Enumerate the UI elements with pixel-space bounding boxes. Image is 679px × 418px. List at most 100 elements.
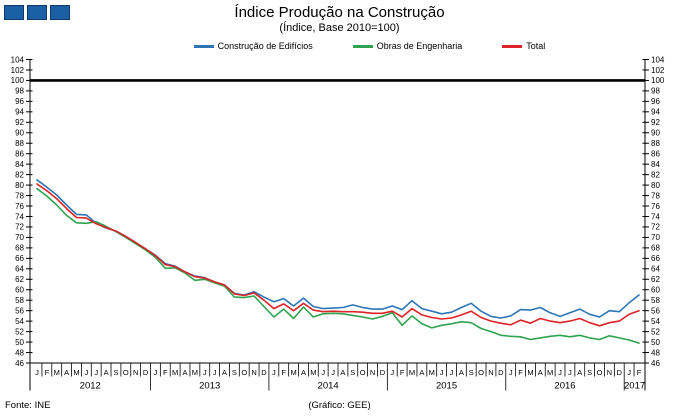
- svg-text:56: 56: [15, 306, 24, 315]
- svg-text:O: O: [360, 368, 366, 377]
- svg-text:96: 96: [651, 97, 660, 106]
- svg-text:78: 78: [651, 191, 660, 200]
- svg-text:90: 90: [15, 129, 24, 138]
- svg-text:F: F: [281, 368, 286, 377]
- chart-title: Índice Produção na Construção: [234, 4, 445, 21]
- svg-text:100: 100: [11, 76, 25, 85]
- svg-text:D: D: [498, 368, 504, 377]
- svg-text:M: M: [409, 368, 415, 377]
- svg-text:A: A: [538, 368, 543, 377]
- svg-text:S: S: [113, 368, 118, 377]
- svg-text:A: A: [64, 368, 69, 377]
- svg-text:64: 64: [651, 265, 660, 274]
- svg-text:50: 50: [651, 338, 660, 347]
- svg-text:96: 96: [15, 97, 24, 106]
- svg-text:92: 92: [651, 118, 660, 127]
- svg-text:A: A: [183, 368, 188, 377]
- svg-text:J: J: [509, 368, 513, 377]
- svg-text:52: 52: [15, 327, 24, 336]
- svg-text:98: 98: [651, 87, 660, 96]
- svg-text:J: J: [440, 368, 444, 377]
- svg-text:J: J: [154, 368, 158, 377]
- svg-text:D: D: [143, 368, 149, 377]
- svg-text:68: 68: [651, 244, 660, 253]
- legend-line-green-icon: [352, 45, 373, 48]
- svg-text:88: 88: [651, 139, 660, 148]
- svg-text:J: J: [568, 368, 572, 377]
- svg-text:M: M: [527, 368, 533, 377]
- svg-text:J: J: [94, 368, 98, 377]
- svg-text:O: O: [123, 368, 129, 377]
- svg-text:76: 76: [15, 202, 24, 211]
- svg-text:54: 54: [651, 317, 660, 326]
- svg-text:80: 80: [15, 181, 24, 190]
- svg-text:A: A: [459, 368, 464, 377]
- svg-text:60: 60: [15, 286, 24, 295]
- svg-text:62: 62: [15, 275, 24, 284]
- svg-text:2013: 2013: [199, 381, 220, 392]
- svg-text:90: 90: [651, 129, 660, 138]
- svg-text:M: M: [547, 368, 553, 377]
- svg-text:A: A: [340, 368, 345, 377]
- svg-text:F: F: [400, 368, 405, 377]
- svg-text:88: 88: [15, 139, 24, 148]
- svg-text:D: D: [617, 368, 623, 377]
- svg-text:94: 94: [651, 108, 660, 117]
- svg-text:D: D: [261, 368, 267, 377]
- svg-text:84: 84: [651, 160, 660, 169]
- svg-text:J: J: [35, 368, 39, 377]
- svg-text:86: 86: [651, 149, 660, 158]
- svg-text:86: 86: [15, 149, 24, 158]
- svg-text:2016: 2016: [554, 381, 575, 392]
- svg-text:O: O: [597, 368, 603, 377]
- svg-text:S: S: [350, 368, 355, 377]
- svg-text:92: 92: [15, 118, 24, 127]
- svg-text:58: 58: [651, 296, 660, 305]
- svg-text:2017: 2017: [624, 381, 645, 392]
- svg-text:94: 94: [15, 108, 24, 117]
- svg-text:60: 60: [651, 286, 660, 295]
- svg-text:84: 84: [15, 160, 24, 169]
- svg-text:N: N: [133, 368, 138, 377]
- logo-square: [50, 5, 70, 20]
- svg-text:52: 52: [651, 327, 660, 336]
- svg-text:J: J: [84, 368, 88, 377]
- svg-text:72: 72: [651, 223, 660, 232]
- svg-text:S: S: [469, 368, 474, 377]
- svg-text:N: N: [488, 368, 493, 377]
- svg-text:2014: 2014: [318, 381, 339, 392]
- svg-text:46: 46: [651, 359, 660, 368]
- svg-text:82: 82: [15, 170, 24, 179]
- svg-text:N: N: [607, 368, 612, 377]
- svg-text:M: M: [290, 368, 296, 377]
- svg-text:J: J: [321, 368, 325, 377]
- credit-label: (Gráfico: GEE): [308, 400, 371, 411]
- svg-text:82: 82: [651, 170, 660, 179]
- svg-text:54: 54: [15, 317, 24, 326]
- svg-text:A: A: [301, 368, 306, 377]
- svg-text:M: M: [429, 368, 435, 377]
- chart-subtitle: (Índice, Base 2010=100): [279, 22, 400, 34]
- svg-text:62: 62: [651, 275, 660, 284]
- svg-text:O: O: [241, 368, 247, 377]
- svg-text:98: 98: [15, 87, 24, 96]
- logo-icon: [4, 5, 70, 20]
- svg-text:66: 66: [15, 254, 24, 263]
- svg-text:N: N: [251, 368, 256, 377]
- svg-text:58: 58: [15, 296, 24, 305]
- svg-text:102: 102: [651, 66, 665, 75]
- svg-text:74: 74: [651, 212, 660, 221]
- source-label: Fonte: INE: [5, 400, 51, 411]
- svg-text:J: J: [272, 368, 276, 377]
- svg-text:A: A: [577, 368, 582, 377]
- svg-text:48: 48: [15, 348, 24, 357]
- svg-text:A: A: [419, 368, 424, 377]
- logo-square: [27, 5, 47, 20]
- svg-text:S: S: [232, 368, 237, 377]
- svg-text:76: 76: [651, 202, 660, 211]
- svg-text:72: 72: [15, 223, 24, 232]
- svg-text:J: J: [331, 368, 335, 377]
- svg-text:48: 48: [651, 348, 660, 357]
- svg-text:66: 66: [651, 254, 660, 263]
